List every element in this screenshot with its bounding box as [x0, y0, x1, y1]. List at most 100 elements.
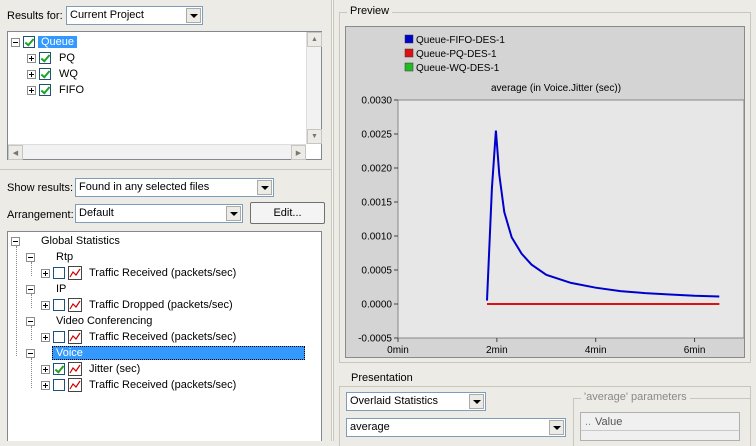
- tree-connector: [16, 246, 17, 356]
- preview-group: [339, 12, 751, 363]
- arrangement-select[interactable]: Default: [75, 204, 243, 223]
- arrangement-label: Arrangement:: [7, 209, 74, 221]
- horizontal-scrollbar[interactable]: ◀ ▶: [8, 144, 306, 160]
- stat-checkbox[interactable]: [53, 363, 65, 375]
- y-tick-label: 0.0030: [361, 96, 392, 107]
- wq-checkbox[interactable]: [39, 68, 51, 80]
- collapse-icon[interactable]: [26, 348, 35, 358]
- tree-item-stat[interactable]: Traffic Received (packets/sec): [41, 329, 236, 345]
- chart-title: average (in Voice.Jitter (sec)): [491, 83, 621, 94]
- x-tick-label: 6min: [684, 345, 706, 356]
- tree-item-voice[interactable]: Voice: [26, 345, 305, 361]
- chevron-down-icon[interactable]: [186, 8, 201, 23]
- tree-item-ip[interactable]: IP: [26, 281, 66, 297]
- pq-checkbox[interactable]: [39, 52, 51, 64]
- tree-item-label: PQ: [59, 52, 75, 64]
- chevron-down-icon[interactable]: [549, 420, 564, 435]
- results-for-label: Results for:: [7, 10, 63, 22]
- results-for-value: Current Project: [70, 9, 144, 21]
- tree-item-label: Queue: [38, 36, 78, 48]
- statistics-tree[interactable]: Global Statistics Rtp Traffic Received (…: [7, 231, 322, 441]
- collapse-icon[interactable]: [11, 236, 20, 246]
- graph-icon: [68, 378, 82, 392]
- chevron-down-icon[interactable]: [469, 394, 484, 409]
- y-tick-label: 0.0015: [361, 198, 392, 209]
- tree-item-stat[interactable]: Traffic Dropped (packets/sec): [41, 297, 233, 313]
- collapse-icon[interactable]: [26, 284, 35, 294]
- chart-area[interactable]: Queue-FIFO-DES-1 Queue-PQ-DES-1 Queue-WQ-D…: [345, 26, 745, 358]
- tree-item-label: Traffic Dropped (packets/sec): [89, 299, 233, 311]
- chevron-down-icon[interactable]: [226, 206, 241, 221]
- tree-item-pq[interactable]: PQ: [27, 50, 75, 66]
- params-table[interactable]: .. Value: [580, 412, 740, 441]
- x-tick-label: 0min: [387, 345, 409, 356]
- tree-item-queue[interactable]: Queue: [11, 34, 78, 50]
- scroll-right-icon[interactable]: ▶: [291, 145, 306, 160]
- stat-checkbox[interactable]: [53, 299, 65, 311]
- filter-value: average: [350, 421, 390, 433]
- tree-connector: [31, 358, 32, 388]
- expand-icon[interactable]: [41, 364, 50, 374]
- expand-icon[interactable]: [27, 69, 36, 79]
- tree-connector: [31, 262, 32, 276]
- tree-item-label: FIFO: [59, 84, 85, 96]
- queue-checkbox[interactable]: [23, 36, 35, 48]
- vertical-splitter[interactable]: [331, 0, 334, 441]
- show-results-select[interactable]: Found in any selected files: [75, 178, 274, 197]
- presentation-mode-select[interactable]: Overlaid Statistics: [346, 392, 486, 411]
- series-line: [486, 130, 720, 301]
- tree-connector: [31, 326, 32, 340]
- graph-icon: [68, 298, 82, 312]
- y-tick-label: -0.0005: [358, 334, 392, 345]
- expand-icon[interactable]: [41, 268, 50, 278]
- y-tick-label: 0.0000: [361, 300, 392, 311]
- graph-icon: [68, 362, 82, 376]
- expand-icon[interactable]: [27, 53, 36, 63]
- arrangement-value: Default: [79, 207, 114, 219]
- tree-item-label: Traffic Received (packets/sec): [89, 379, 237, 391]
- tree-item-label: Rtp: [56, 251, 74, 263]
- tree-item-global-statistics[interactable]: Global Statistics: [11, 233, 120, 249]
- scroll-left-icon[interactable]: ◀: [8, 145, 23, 160]
- tree-item-rtp[interactable]: Rtp: [26, 249, 73, 265]
- vertical-scrollbar[interactable]: ▲ ▼: [306, 32, 322, 144]
- tree-item-wq[interactable]: WQ: [27, 66, 78, 82]
- filter-select[interactable]: average: [346, 418, 566, 437]
- chevron-down-icon[interactable]: [257, 180, 272, 195]
- expand-icon[interactable]: [41, 380, 50, 390]
- legend-swatch: [404, 62, 414, 72]
- stat-checkbox[interactable]: [53, 267, 65, 279]
- x-tick-label: 2min: [486, 345, 508, 356]
- tree-item-stat[interactable]: Traffic Received (packets/sec): [41, 265, 236, 281]
- row-marker-icon: ..: [585, 415, 592, 428]
- tree-item-label: Jitter (sec): [89, 363, 141, 375]
- params-header[interactable]: .. Value: [581, 413, 739, 431]
- tree-connector: [31, 294, 32, 308]
- tree-item-stat[interactable]: Traffic Received (packets/sec): [41, 377, 236, 393]
- tree-item-video-conferencing[interactable]: Video Conferencing: [26, 313, 152, 329]
- scroll-down-icon[interactable]: ▼: [307, 129, 322, 144]
- expand-icon[interactable]: [41, 332, 50, 342]
- params-title: 'average' parameters: [581, 391, 690, 403]
- fifo-checkbox[interactable]: [39, 84, 51, 96]
- expand-icon[interactable]: [41, 300, 50, 310]
- tree-item-fifo[interactable]: FIFO: [27, 82, 84, 98]
- tree-item-label: Voice: [52, 346, 305, 360]
- collapse-icon[interactable]: [26, 252, 35, 262]
- legend-swatch: [404, 48, 414, 58]
- results-for-select[interactable]: Current Project: [66, 6, 203, 25]
- splitter[interactable]: [0, 169, 331, 170]
- collapse-icon[interactable]: [11, 37, 20, 47]
- project-tree[interactable]: Queue PQ WQ FIFO ▲ ▼ ◀ ▶: [7, 31, 322, 160]
- presentation-title: Presentation: [348, 372, 416, 384]
- stat-checkbox[interactable]: [53, 379, 65, 391]
- scroll-up-icon[interactable]: ▲: [307, 32, 322, 47]
- collapse-icon[interactable]: [26, 316, 35, 326]
- value-column-header: Value: [595, 415, 623, 428]
- edit-button[interactable]: Edit...: [250, 202, 325, 224]
- legend-label: Queue-PQ-DES-1: [416, 49, 497, 60]
- expand-icon[interactable]: [27, 85, 36, 95]
- stat-checkbox[interactable]: [53, 331, 65, 343]
- preview-title: Preview: [347, 5, 393, 17]
- tree-item-stat[interactable]: Jitter (sec): [41, 361, 140, 377]
